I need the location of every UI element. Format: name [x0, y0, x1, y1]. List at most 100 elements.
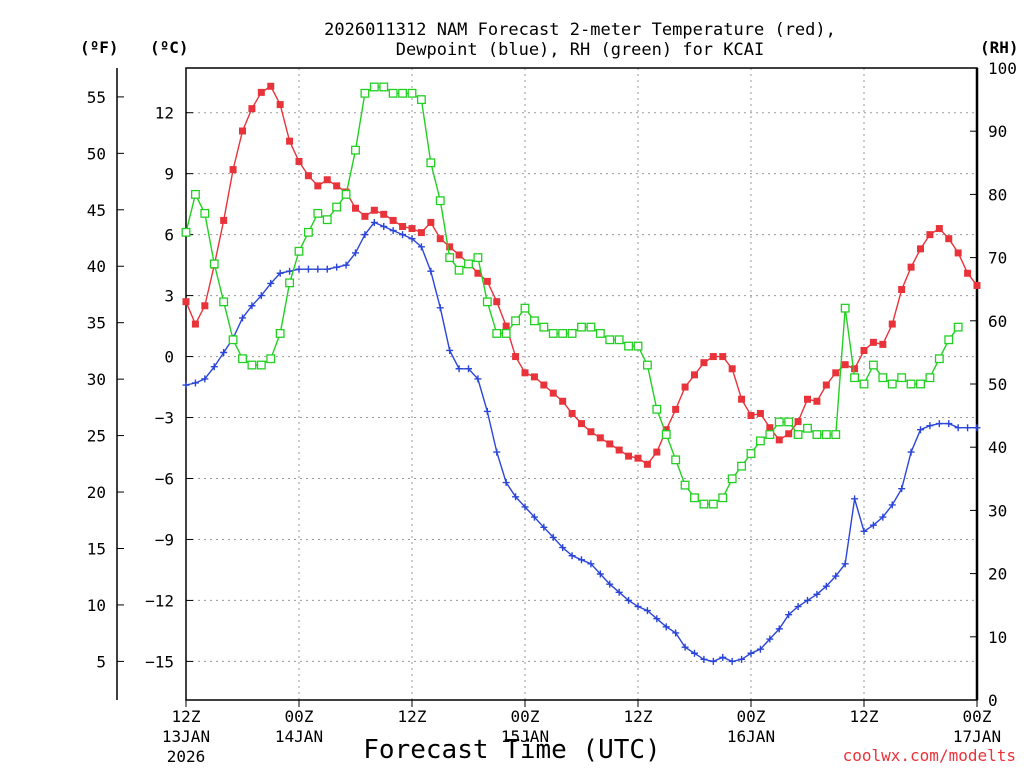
temperature-point: [380, 210, 388, 218]
temperature-point: [295, 157, 303, 165]
temperature-point: [935, 225, 943, 233]
dewpoint-point: [568, 552, 576, 560]
rh-point: [887, 379, 897, 389]
x-date-label: 14JAN: [275, 727, 323, 746]
temperature-point: [869, 338, 877, 346]
rh-point: [332, 202, 342, 212]
dewpoint-point: [766, 635, 774, 643]
x-year-label: 2026: [167, 747, 206, 766]
rh-point: [548, 328, 558, 338]
rh-point: [614, 335, 624, 345]
dewpoint-point: [389, 227, 397, 235]
rh-point: [774, 417, 784, 427]
chart-title-line-2: Dewpoint (blue), RH (green) for KCAI: [396, 40, 764, 60]
rh-point: [473, 253, 483, 263]
dewpoint-point: [512, 493, 520, 501]
temperature-point: [248, 105, 256, 113]
rh-unit-label: (RH): [980, 38, 1019, 57]
x-tick-label: 12Z: [624, 707, 653, 726]
x-date-label: 13JAN: [162, 727, 210, 746]
dewpoint-point: [417, 243, 425, 251]
temperature-point: [587, 428, 595, 436]
temperature-point: [191, 320, 199, 328]
rh-tick-label: 20: [988, 565, 1007, 584]
temperature-point: [436, 235, 444, 243]
rh-point: [209, 259, 219, 269]
dewpoint-point: [634, 603, 642, 611]
rh-point: [812, 430, 822, 440]
temperature-point: [578, 420, 585, 428]
rh-point: [266, 354, 276, 364]
dewpoint-point: [832, 572, 840, 580]
rh-point: [803, 423, 812, 433]
rh-tick-label: 100: [988, 59, 1017, 78]
fahrenheit-tick-label: 20: [87, 483, 106, 502]
temperature-point: [474, 269, 482, 277]
rh-point: [690, 493, 699, 503]
temperature-point: [333, 182, 341, 190]
dewpoint-series: [182, 218, 981, 665]
rh-point: [303, 227, 313, 237]
temperature-point: [662, 426, 670, 434]
x-date-label: 16JAN: [727, 727, 775, 746]
temperature-point: [775, 436, 783, 444]
dewpoint-point: [841, 560, 849, 568]
rh-tick-label: 90: [988, 122, 1007, 141]
fahrenheit-tick-label: 45: [87, 201, 106, 220]
x-tick-label: 00Z: [737, 707, 766, 726]
fahrenheit-tick-label: 35: [87, 314, 106, 333]
rh-point: [407, 88, 417, 98]
temperature-point: [747, 411, 755, 419]
rh-point: [671, 455, 681, 465]
x-tick-label: 00Z: [511, 707, 540, 726]
rh-point: [699, 499, 709, 509]
dewpoint-point: [191, 379, 199, 387]
temperature-point: [267, 82, 275, 90]
rh-point: [558, 328, 568, 338]
temperature-point: [559, 397, 567, 405]
dewpoint-point: [399, 231, 407, 239]
x-date-label: 15JAN: [501, 727, 549, 746]
temperature-point: [832, 369, 840, 377]
temperature-point: [954, 249, 962, 257]
temperature-point: [521, 369, 529, 377]
rh-point: [755, 436, 765, 446]
temperature-point: [907, 263, 915, 271]
celsius-tick-label: −9: [155, 530, 174, 549]
dewpoint-point: [474, 375, 482, 383]
dewpoint-point: [521, 503, 529, 511]
rh-point: [492, 328, 502, 338]
temperature-point: [549, 389, 557, 397]
x-tick-label: 12Z: [172, 707, 201, 726]
fahrenheit-unit-label: (ºF): [80, 38, 119, 57]
dewpoint-point: [662, 623, 670, 631]
temperature-point: [804, 395, 811, 403]
temperature-point: [625, 452, 633, 460]
rh-point: [859, 379, 869, 389]
dewpoint-point: [446, 346, 454, 354]
temperature-point: [653, 448, 661, 456]
rh-point: [379, 82, 389, 92]
axes: 555045403530252015105129630−3−6−9−12−151…: [87, 59, 1017, 766]
plot-frame: [185, 67, 978, 701]
rh-point: [228, 335, 238, 345]
rh-point: [294, 246, 304, 256]
temperature-point: [700, 359, 708, 367]
dewpoint-point: [926, 422, 934, 430]
rh-point: [878, 373, 888, 383]
fahrenheit-tick-label: 30: [87, 370, 106, 389]
dewpoint-point: [352, 249, 359, 257]
rh-point: [511, 316, 521, 326]
temperature-point: [568, 409, 576, 417]
temperature-point: [709, 353, 717, 361]
dewpoint-point: [954, 424, 962, 432]
rh-point: [595, 328, 605, 338]
dewpoint-point: [935, 420, 943, 428]
celsius-tick-label: −6: [155, 469, 174, 488]
fahrenheit-tick-label: 5: [96, 652, 106, 671]
rh-tick-label: 50: [988, 375, 1007, 394]
temperature-point: [427, 218, 435, 226]
rh-point: [247, 360, 257, 370]
dewpoint-point: [672, 629, 680, 637]
dewpoint-point: [530, 513, 538, 521]
